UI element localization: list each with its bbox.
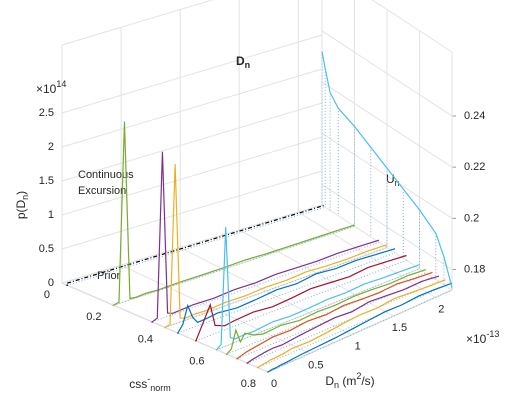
- annotation: Continuous: [78, 169, 134, 181]
- y-axis-title-part: /s): [361, 374, 374, 388]
- series-line: [247, 275, 440, 364]
- z2-tick-label: 0.2: [464, 212, 479, 224]
- z-tick-label: 0: [48, 277, 54, 289]
- y-tick-label: 1.5: [392, 322, 407, 334]
- u-line: [321, 51, 453, 288]
- series-position: [215, 348, 218, 351]
- series-line: [164, 164, 388, 329]
- grid-line: [298, 211, 436, 298]
- series-line: [195, 254, 407, 342]
- z-axis-title-part: n: [20, 195, 30, 200]
- x-tick-label: 0: [44, 289, 50, 301]
- grid-line: [120, 264, 311, 354]
- guide-line: [267, 289, 453, 373]
- z-axis-title: p(Dn): [14, 191, 30, 219]
- grid-line: [61, 170, 323, 250]
- z-exponent-part: 14: [56, 79, 66, 89]
- grid-line: [239, 229, 394, 317]
- x-tick-label: 0.4: [138, 333, 153, 345]
- box-edge: [61, 0, 214, 46]
- y-tick-label: 1: [355, 341, 361, 353]
- series-position: [256, 366, 259, 369]
- x-tick-label: 0.8: [241, 378, 256, 390]
- grid-line: [179, 247, 352, 336]
- grid-line: [61, 68, 323, 148]
- x-axis-title-part: -: [147, 374, 150, 384]
- guide-line: [257, 285, 446, 369]
- z-tick-label: 1.5: [39, 175, 54, 187]
- z2-axis-title: Un: [386, 172, 400, 188]
- guide-line: [177, 252, 396, 334]
- x-axis-title-part: css: [129, 377, 147, 391]
- series-position: [246, 362, 249, 364]
- chart-title-part: D: [236, 54, 245, 68]
- z2-axis-title-part: n: [395, 178, 400, 188]
- annotation: Prior: [97, 270, 121, 282]
- series-line: [267, 282, 453, 373]
- x-tick-label: 0.6: [189, 356, 204, 368]
- series-line: [177, 248, 396, 334]
- grid-line: [61, 204, 323, 284]
- y-tick-label: 0.5: [308, 359, 323, 371]
- z-exponent: ×1014: [36, 79, 66, 96]
- series-line: [113, 121, 355, 306]
- series-position: [164, 326, 166, 329]
- y-exponent-part: -13: [486, 329, 499, 339]
- z-axis-title-part: p(D: [14, 200, 28, 220]
- chart-title: Dn: [236, 54, 250, 70]
- z-tick-label: 2.5: [39, 107, 54, 119]
- x-axis-title: css-norm: [129, 374, 171, 393]
- series-position: [195, 340, 197, 342]
- y-axis-title-part: n: [334, 380, 339, 390]
- z2-tick-label: 0.24: [464, 110, 485, 122]
- z-tick-label: 0.5: [39, 243, 54, 255]
- z2-axis-title-part: U: [386, 172, 395, 186]
- x-tick-label: 0.2: [86, 311, 101, 323]
- y-axis-title-part: D: [325, 374, 334, 388]
- y-axis-title-part: (m: [339, 374, 356, 388]
- series-position: [151, 321, 153, 323]
- series-line: [257, 279, 446, 369]
- series-line: [66, 204, 326, 284]
- guide-line: [164, 247, 388, 328]
- z-exponent-part: ×10: [36, 82, 57, 96]
- series-position: [267, 371, 269, 373]
- x-axis-title-part: norm: [150, 383, 171, 393]
- y-axis-title-part: 2: [356, 371, 361, 381]
- series-line: [236, 271, 433, 360]
- series-position: [226, 353, 228, 356]
- y-exponent-part: ×10: [466, 332, 487, 346]
- series-position: [66, 284, 68, 287]
- z2-tick-label: 0.22: [464, 161, 485, 173]
- grid-line: [61, 34, 323, 114]
- z-tick-label: 1: [48, 209, 54, 221]
- series-line: [151, 151, 380, 323]
- series-line: [226, 269, 427, 355]
- series-position: [236, 357, 238, 360]
- grid-line: [61, 102, 323, 182]
- grid-line: [61, 136, 323, 216]
- series-line: [216, 227, 420, 351]
- z-tick-label: 2: [48, 141, 54, 153]
- y-tick-label: 2: [438, 303, 444, 315]
- series-position: [177, 332, 179, 334]
- z2-tick-label: 0.18: [464, 263, 485, 275]
- y-axis-title: Dn (m2/s): [325, 371, 374, 390]
- chart-title-part: n: [245, 60, 251, 70]
- y-exponent: ×10-13: [466, 329, 499, 346]
- guide-line: [113, 225, 355, 306]
- y-tick-label: 0: [271, 378, 277, 390]
- series-position: [112, 304, 115, 307]
- guide-line: [216, 268, 420, 351]
- z-axis-title-part: ): [14, 191, 28, 195]
- guide-line: [151, 241, 380, 323]
- annotation: Excursion: [78, 185, 126, 197]
